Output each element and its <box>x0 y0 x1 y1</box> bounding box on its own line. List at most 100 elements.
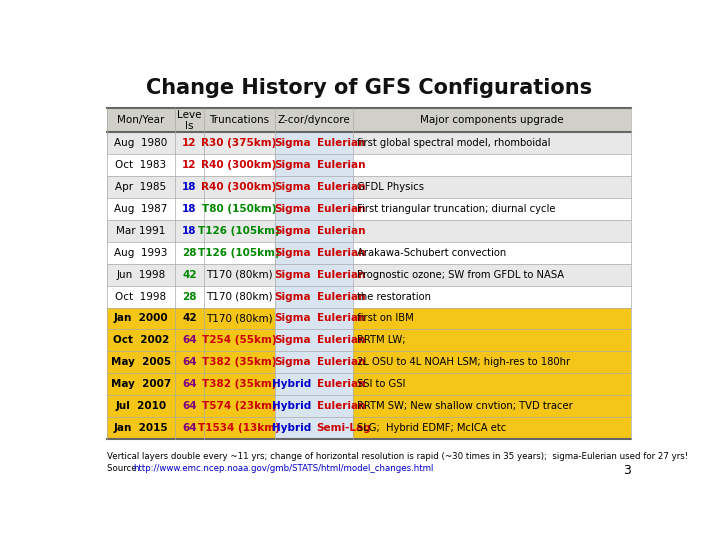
Text: Apr  1985: Apr 1985 <box>115 182 166 192</box>
Text: GFDL Physics: GFDL Physics <box>357 182 424 192</box>
Text: T80 (150km): T80 (150km) <box>202 204 276 214</box>
Text: R30 (375km): R30 (375km) <box>202 138 277 148</box>
Text: Sigma: Sigma <box>274 313 311 323</box>
Text: Oct  1998: Oct 1998 <box>115 292 166 301</box>
Text: Leve
ls: Leve ls <box>177 110 202 131</box>
Text: 18: 18 <box>182 182 197 192</box>
Text: 2L OSU to 4L NOAH LSM; high-res to 180hr: 2L OSU to 4L NOAH LSM; high-res to 180hr <box>357 357 570 367</box>
Bar <box>274 395 354 417</box>
Text: Semi-Lag: Semi-Lag <box>317 423 372 433</box>
Text: R40 (300km): R40 (300km) <box>202 160 277 170</box>
Bar <box>107 176 631 198</box>
Bar <box>107 352 631 373</box>
Text: Major components upgrade: Major components upgrade <box>420 116 564 125</box>
Bar <box>274 286 354 307</box>
Text: Sigma: Sigma <box>274 269 311 280</box>
Text: Sigma: Sigma <box>274 248 311 258</box>
Text: Jan  2015: Jan 2015 <box>114 423 168 433</box>
Text: Eulerian: Eulerian <box>317 335 365 346</box>
Text: 28: 28 <box>182 248 197 258</box>
Text: 64: 64 <box>182 423 197 433</box>
Bar <box>274 242 354 264</box>
Text: 18: 18 <box>182 226 197 236</box>
Text: Arakawa-Schubert convection: Arakawa-Schubert convection <box>357 248 506 258</box>
Text: T382 (35km): T382 (35km) <box>202 357 276 367</box>
Text: Truncations: Truncations <box>209 116 269 125</box>
Text: 12: 12 <box>182 138 197 148</box>
Bar <box>107 307 631 329</box>
Bar <box>107 242 631 264</box>
Text: first global spectral model, rhomboidal: first global spectral model, rhomboidal <box>357 138 551 148</box>
Text: Eulerian: Eulerian <box>317 204 365 214</box>
Text: T170 (80km): T170 (80km) <box>206 292 272 301</box>
Bar <box>107 198 631 220</box>
Text: RRTM LW;: RRTM LW; <box>357 335 405 346</box>
Bar <box>274 198 354 220</box>
Text: 28: 28 <box>182 292 197 301</box>
Text: 42: 42 <box>182 269 197 280</box>
Text: 64: 64 <box>182 335 197 346</box>
Text: Sigma: Sigma <box>274 204 311 214</box>
Bar <box>107 109 631 132</box>
Text: SLG;  Hybrid EDMF; McICA etc: SLG; Hybrid EDMF; McICA etc <box>357 423 506 433</box>
Bar <box>274 220 354 242</box>
Text: Oct  1983: Oct 1983 <box>115 160 166 170</box>
Text: May  2007: May 2007 <box>111 379 171 389</box>
Text: Vertical layers double every ~11 yrs; change of horizontal resolution is rapid (: Vertical layers double every ~11 yrs; ch… <box>107 453 688 461</box>
Text: http://www.emc.ncep.noaa.gov/gmb/STATS/html/model_changes.html: http://www.emc.ncep.noaa.gov/gmb/STATS/h… <box>133 464 433 473</box>
Text: 12: 12 <box>182 160 197 170</box>
Text: Eulerian: Eulerian <box>317 138 365 148</box>
Text: Z-cor/dyncore: Z-cor/dyncore <box>277 116 351 125</box>
Bar <box>107 220 631 242</box>
Text: May  2005: May 2005 <box>111 357 171 367</box>
Text: Mar 1991: Mar 1991 <box>116 226 166 236</box>
Text: Mon/Year: Mon/Year <box>117 116 165 125</box>
Bar <box>274 132 354 154</box>
Text: Eulerian: Eulerian <box>317 269 365 280</box>
Bar <box>274 307 354 329</box>
Text: Sigma: Sigma <box>274 335 311 346</box>
Text: 42: 42 <box>182 313 197 323</box>
Text: Aug  1980: Aug 1980 <box>114 138 168 148</box>
Bar <box>274 373 354 395</box>
Bar <box>274 352 354 373</box>
Bar <box>274 329 354 352</box>
Text: 64: 64 <box>182 401 197 411</box>
Text: 64: 64 <box>182 379 197 389</box>
Bar <box>107 132 631 154</box>
Text: Eulerian: Eulerian <box>317 248 365 258</box>
Text: first on IBM: first on IBM <box>357 313 414 323</box>
Text: T170 (80km): T170 (80km) <box>206 269 272 280</box>
Text: Eulerian: Eulerian <box>317 313 365 323</box>
Text: Oct  2002: Oct 2002 <box>113 335 169 346</box>
Text: Sigma: Sigma <box>274 160 311 170</box>
Text: 18: 18 <box>182 204 197 214</box>
Text: Aug  1993: Aug 1993 <box>114 248 168 258</box>
Text: Change History of GFS Configurations: Change History of GFS Configurations <box>146 78 592 98</box>
Text: Jul  2010: Jul 2010 <box>115 401 166 411</box>
Text: Sigma: Sigma <box>274 357 311 367</box>
Text: SSI to GSI: SSI to GSI <box>357 379 405 389</box>
Text: R40 (300km): R40 (300km) <box>202 182 277 192</box>
Text: 3: 3 <box>624 464 631 477</box>
Bar <box>274 264 354 286</box>
Text: T1534 (13km): T1534 (13km) <box>198 423 280 433</box>
Text: Eulerian: Eulerian <box>317 379 365 389</box>
Bar <box>274 417 354 439</box>
Bar <box>107 417 631 439</box>
Text: Hybrid: Hybrid <box>272 379 311 389</box>
Text: the restoration: the restoration <box>357 292 431 301</box>
Text: T126 (105km): T126 (105km) <box>198 248 280 258</box>
Bar <box>107 154 631 176</box>
Text: Eulerian: Eulerian <box>317 401 365 411</box>
Text: Sigma: Sigma <box>274 182 311 192</box>
Text: T574 (23km): T574 (23km) <box>202 401 276 411</box>
Text: First triangular truncation; diurnal cycle: First triangular truncation; diurnal cyc… <box>357 204 556 214</box>
Text: Jun  1998: Jun 1998 <box>116 269 166 280</box>
Text: Eulerian: Eulerian <box>317 292 365 301</box>
Text: RRTM SW; New shallow cnvtion; TVD tracer: RRTM SW; New shallow cnvtion; TVD tracer <box>357 401 573 411</box>
Text: Eulerian: Eulerian <box>317 357 365 367</box>
Text: Hybrid: Hybrid <box>272 423 311 433</box>
Bar <box>107 329 631 352</box>
Text: Eulerian: Eulerian <box>317 160 365 170</box>
